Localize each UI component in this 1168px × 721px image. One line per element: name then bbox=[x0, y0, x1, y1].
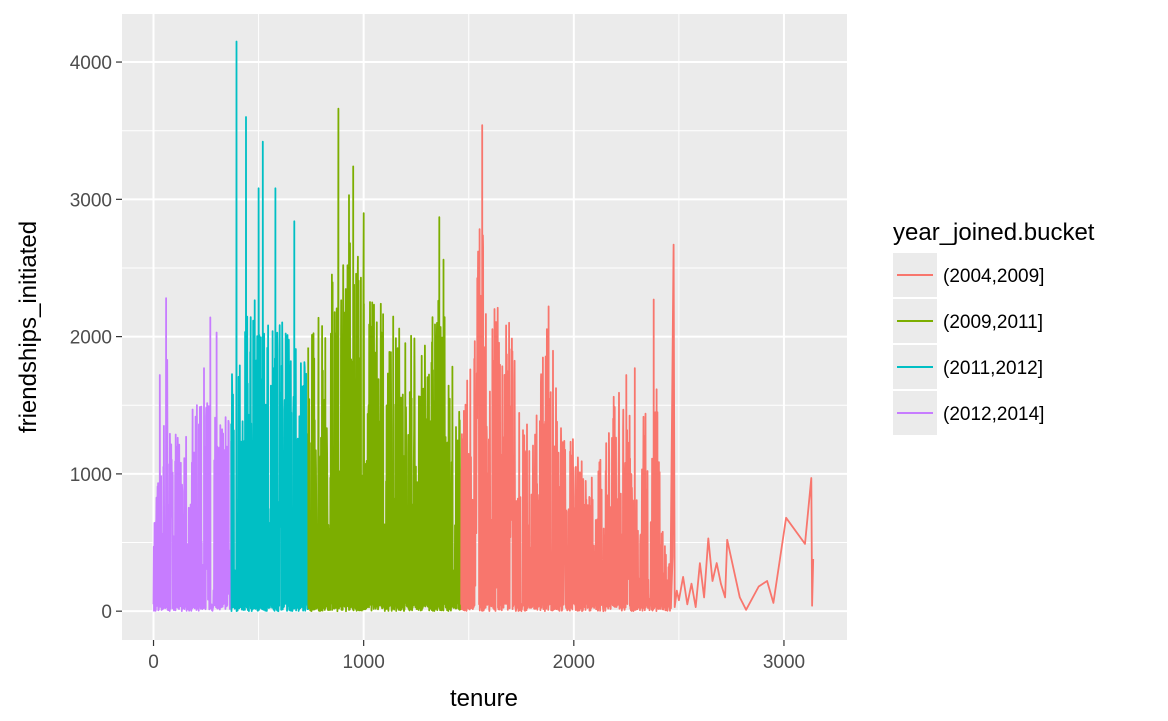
legend-items: (2004,2009] (2009,2011] (2011,2012] (2012,2… bbox=[893, 253, 1044, 435]
y-tick-label: 3000 bbox=[70, 190, 112, 211]
legend-label: (2004,2009] bbox=[943, 266, 1044, 287]
series-lines bbox=[152, 40, 815, 613]
x-tick-label: 0 bbox=[148, 652, 159, 673]
legend-title: year_joined.bucket bbox=[893, 219, 1095, 246]
series-line-(2004,2009] bbox=[460, 124, 815, 613]
y-tick-label: 1000 bbox=[70, 465, 112, 486]
legend-label: (2009,2011] bbox=[943, 312, 1043, 333]
x-axis-title: tenure bbox=[450, 685, 518, 712]
y-axis-title: friendships_initiated bbox=[15, 221, 42, 433]
legend: year_joined.bucket (2004,2009] (2009,2011… bbox=[893, 219, 1095, 435]
axes: 0 1000 2000 3000 0 1000 2000 3000 4000 bbox=[70, 53, 805, 673]
y-tick-label: 2000 bbox=[70, 328, 112, 349]
legend-label: (2012,2014] bbox=[943, 404, 1044, 425]
x-tick-label: 2000 bbox=[553, 652, 595, 673]
x-tick-label: 1000 bbox=[343, 652, 385, 673]
y-tick-label: 0 bbox=[101, 602, 112, 623]
x-tick-label: 3000 bbox=[763, 652, 805, 673]
series-line-(2012,2014] bbox=[152, 297, 233, 612]
series-line-(2011,2012] bbox=[230, 40, 309, 613]
series-line-(2009,2011] bbox=[307, 107, 462, 613]
y-tick-label: 4000 bbox=[70, 53, 112, 74]
legend-label: (2011,2012] bbox=[943, 358, 1043, 379]
